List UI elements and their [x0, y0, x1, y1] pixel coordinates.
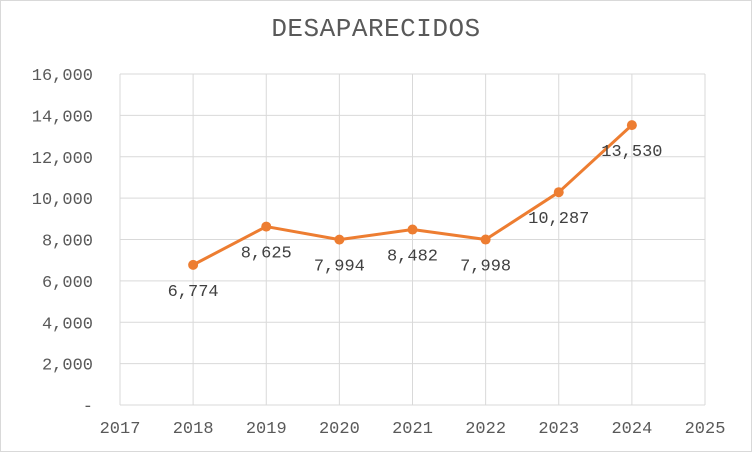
data-point-marker: [626, 120, 637, 131]
x-tick-label: 2017: [100, 420, 141, 439]
data-label: 13,530: [601, 143, 662, 162]
y-tick-label: 8,000: [42, 233, 93, 252]
x-tick-label: 2023: [538, 420, 579, 439]
data-label: 10,287: [528, 210, 589, 229]
y-tick-label: 10,000: [32, 191, 93, 210]
y-tick-label: 4,000: [42, 315, 93, 334]
y-tick-label: 2,000: [42, 357, 93, 376]
data-point-marker: [407, 224, 418, 235]
x-tick-label: 2018: [173, 420, 214, 439]
chart-title: DESAPARECIDOS: [271, 14, 481, 44]
data-point-marker: [261, 221, 272, 232]
y-tick-label: 6,000: [42, 274, 93, 293]
data-point-marker: [334, 234, 345, 245]
data-label: 8,625: [241, 245, 292, 264]
x-tick-label: 2020: [319, 420, 360, 439]
x-tick-label: 2022: [465, 420, 506, 439]
data-point-marker: [553, 187, 564, 198]
y-tick-label: 14,000: [32, 108, 93, 127]
x-tick-label: 2024: [611, 420, 652, 439]
y-tick-label: -: [83, 398, 93, 417]
data-label: 7,998: [460, 258, 511, 277]
y-tick-label: 12,000: [32, 150, 93, 169]
data-label: 6,774: [168, 283, 219, 302]
x-tick-label: 2025: [685, 420, 726, 439]
x-tick-label: 2019: [246, 420, 287, 439]
y-tick-label: 16,000: [32, 67, 93, 86]
x-tick-label: 2021: [392, 420, 433, 439]
data-point-marker: [188, 259, 199, 270]
data-label: 8,482: [387, 248, 438, 267]
data-label: 7,994: [314, 258, 365, 277]
data-point-marker: [480, 234, 491, 245]
